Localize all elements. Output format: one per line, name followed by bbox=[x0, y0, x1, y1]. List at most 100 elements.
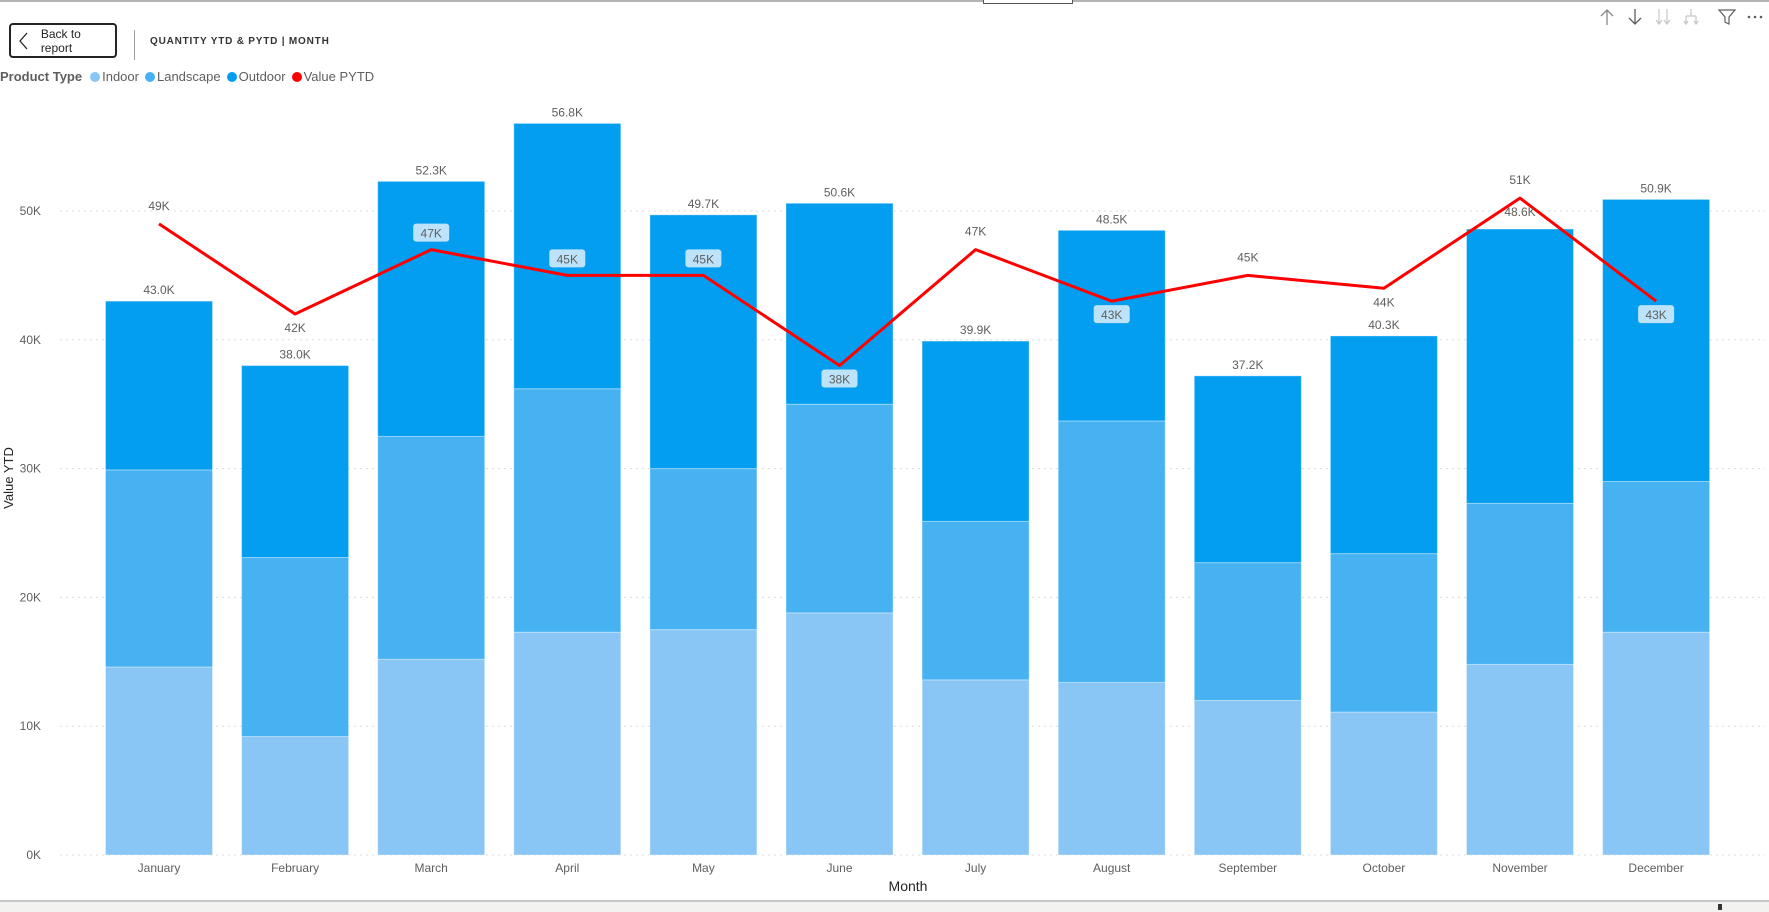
line-data-label: 42K bbox=[284, 321, 305, 335]
bar-segment-indoor[interactable] bbox=[785, 612, 894, 856]
bar-segment-landscape[interactable] bbox=[1193, 562, 1302, 701]
bar-segment-landscape[interactable] bbox=[1602, 480, 1711, 633]
bar-segment-outdoor[interactable] bbox=[105, 300, 213, 471]
expand-all-down-button[interactable] bbox=[1649, 6, 1677, 28]
bar-stack[interactable] bbox=[1329, 335, 1438, 856]
legend-dot-icon bbox=[90, 71, 101, 82]
bar-stack[interactable] bbox=[1602, 198, 1711, 856]
drill-up-button[interactable] bbox=[1593, 6, 1621, 28]
bar-stack[interactable] bbox=[241, 365, 350, 856]
bar-stack[interactable] bbox=[1057, 229, 1166, 856]
bar-segment-outdoor[interactable] bbox=[1466, 228, 1574, 504]
value-pytd-line[interactable] bbox=[158, 196, 1658, 368]
line-data-label-box bbox=[1093, 305, 1130, 324]
legend-dot-icon bbox=[291, 71, 302, 82]
filter-button[interactable] bbox=[1713, 6, 1741, 28]
x-tick-label: November bbox=[1492, 861, 1547, 875]
bar-segment-indoor[interactable] bbox=[649, 629, 758, 856]
bar-stack[interactable] bbox=[921, 340, 1030, 856]
bar-segment-landscape[interactable] bbox=[649, 468, 758, 631]
x-tick-label: August bbox=[1093, 861, 1131, 875]
total-data-label: 56.8K bbox=[552, 105, 583, 119]
back-to-report-button[interactable]: Back to report bbox=[9, 23, 117, 58]
bar-segment-outdoor[interactable] bbox=[377, 180, 486, 437]
line-data-label: 51K bbox=[1509, 173, 1530, 187]
bar-stack[interactable] bbox=[105, 300, 213, 856]
x-tick-label: September bbox=[1218, 861, 1277, 875]
bar-segment-outdoor[interactable] bbox=[1057, 229, 1166, 422]
legend-item-indoor[interactable]: Indoor bbox=[90, 69, 139, 84]
y-tick-label: 10K bbox=[20, 719, 41, 733]
y-tick-label: 20K bbox=[20, 590, 41, 604]
y-tick-label: 40K bbox=[20, 333, 41, 347]
bar-segment-landscape[interactable] bbox=[1057, 420, 1166, 683]
bar-segment-landscape[interactable] bbox=[1466, 502, 1574, 665]
line-data-label-box bbox=[685, 249, 722, 268]
x-tick-label: May bbox=[692, 861, 715, 875]
legend-title: Product Type bbox=[0, 69, 83, 84]
total-data-label: 39.9K bbox=[960, 323, 991, 337]
bar-segment-landscape[interactable] bbox=[241, 556, 350, 738]
bar-segment-landscape[interactable] bbox=[377, 435, 486, 660]
expand-hierarchy-button[interactable] bbox=[1677, 6, 1705, 28]
bar-stack[interactable] bbox=[1466, 228, 1574, 856]
total-data-label: 52.3K bbox=[416, 163, 447, 177]
line-data-label-box bbox=[1638, 305, 1675, 324]
total-data-label: 43.0K bbox=[143, 283, 174, 297]
line-data-label-box bbox=[413, 223, 450, 242]
line-data-label: 47K bbox=[965, 225, 986, 239]
resize-handle[interactable] bbox=[1718, 904, 1722, 910]
total-data-label: 37.2K bbox=[1232, 358, 1263, 372]
bar-segment-indoor[interactable] bbox=[105, 666, 213, 856]
bar-segment-indoor[interactable] bbox=[377, 658, 486, 856]
line-data-label: 45K bbox=[693, 252, 714, 266]
bar-stack[interactable] bbox=[1193, 375, 1302, 856]
bar-stack[interactable] bbox=[785, 202, 894, 856]
y-tick-label: 0K bbox=[26, 848, 41, 862]
bar-segment-indoor[interactable] bbox=[1602, 631, 1711, 856]
page-navigation-bar bbox=[0, 900, 1769, 912]
expand-hierarchy-icon bbox=[1683, 9, 1699, 26]
header-divider bbox=[134, 30, 135, 60]
line-data-label: 38K bbox=[829, 373, 850, 387]
bar-segment-landscape[interactable] bbox=[785, 403, 894, 614]
bar-segment-outdoor[interactable] bbox=[241, 365, 350, 558]
bar-segment-landscape[interactable] bbox=[105, 469, 213, 668]
legend-dot-icon bbox=[144, 71, 155, 82]
legend-item-landscape[interactable]: Landscape bbox=[144, 69, 221, 84]
bar-segment-outdoor[interactable] bbox=[1193, 375, 1302, 564]
total-data-label: 38.0K bbox=[279, 348, 310, 362]
more-options-icon bbox=[1747, 15, 1763, 19]
line-data-label: 49K bbox=[148, 199, 169, 213]
bar-stack[interactable] bbox=[649, 214, 758, 856]
bar-stack[interactable] bbox=[513, 122, 622, 856]
bar-segment-indoor[interactable] bbox=[1329, 711, 1438, 856]
legend-item-value-pytd[interactable]: Value PYTD bbox=[291, 69, 374, 84]
bar-stack[interactable] bbox=[377, 180, 486, 856]
total-data-label: 40.3K bbox=[1368, 318, 1399, 332]
x-tick-label: March bbox=[415, 861, 448, 875]
x-tick-label: February bbox=[271, 861, 319, 875]
line-data-label-box bbox=[549, 249, 586, 268]
drill-down-button[interactable] bbox=[1621, 6, 1649, 28]
bar-segment-indoor[interactable] bbox=[921, 679, 1030, 856]
bar-segment-outdoor[interactable] bbox=[921, 340, 1030, 522]
legend-item-outdoor[interactable]: Outdoor bbox=[226, 69, 286, 84]
line-data-label-box bbox=[821, 369, 858, 388]
bar-segment-landscape[interactable] bbox=[921, 520, 1030, 681]
bar-segment-outdoor[interactable] bbox=[1329, 335, 1438, 555]
total-data-label: 50.9K bbox=[1640, 181, 1671, 195]
legend-dot-icon bbox=[226, 71, 237, 82]
bar-segment-indoor[interactable] bbox=[241, 736, 350, 856]
bar-segment-indoor[interactable] bbox=[1057, 681, 1166, 856]
bar-segment-landscape[interactable] bbox=[513, 388, 622, 633]
more-options-button[interactable] bbox=[1741, 6, 1769, 28]
bar-segment-indoor[interactable] bbox=[1193, 699, 1302, 856]
bar-segment-outdoor[interactable] bbox=[1602, 198, 1711, 482]
drill-up-icon bbox=[1600, 9, 1614, 25]
bar-segment-indoor[interactable] bbox=[513, 631, 622, 856]
bar-segment-landscape[interactable] bbox=[1329, 553, 1438, 713]
bar-segment-indoor[interactable] bbox=[1466, 663, 1574, 856]
visual-title: QUANTITY YTD & PYTD | MONTH bbox=[150, 36, 330, 47]
